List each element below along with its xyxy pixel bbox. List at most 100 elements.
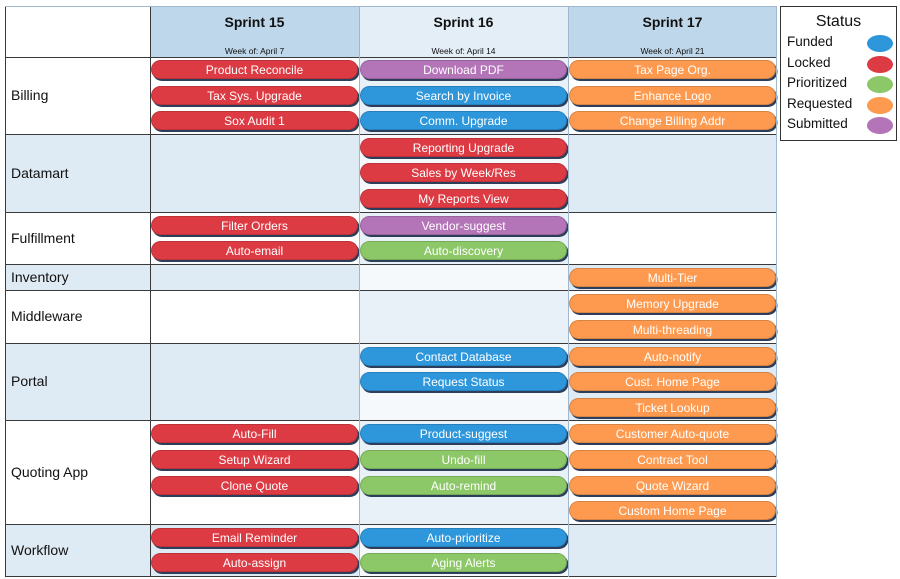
task-pill[interactable]: Customer Auto-quote (569, 424, 776, 444)
legend-label: Prioritized (787, 75, 848, 90)
legend-label: Requested (787, 95, 853, 111)
row-divider (5, 133, 777, 135)
sprint-week: Week of: April 21 (640, 46, 705, 56)
sprint-title: Sprint 15 (224, 14, 285, 30)
task-pill[interactable]: Reporting Upgrade (360, 137, 567, 157)
task-pill[interactable]: Auto-Fill (151, 424, 358, 444)
task-pill[interactable]: Sox Audit 1 (151, 111, 358, 131)
board-cell (150, 291, 359, 344)
task-pill[interactable]: My Reports View (360, 189, 567, 208)
task-pill[interactable]: Auto-assign (151, 553, 358, 573)
sprint-week: Week of: April 7 (224, 46, 285, 56)
legend-item: Requested (787, 96, 893, 114)
task-pill[interactable]: Request Status (360, 372, 567, 392)
task-pill[interactable]: Contract Tool (569, 450, 776, 469)
task-pill[interactable]: Tax Sys. Upgrade (151, 85, 358, 105)
sprint-title: Sprint 17 (642, 14, 703, 30)
task-pill[interactable]: Vendor-suggest (360, 215, 567, 235)
task-pill[interactable]: Undo-fill (360, 450, 567, 469)
legend-swatch (867, 55, 893, 73)
row-divider (5, 263, 777, 265)
task-pill[interactable]: Setup Wizard (151, 450, 358, 469)
board-cell (150, 343, 359, 422)
row-divider (5, 57, 777, 58)
task-pill[interactable]: Enhance Logo (569, 85, 776, 105)
task-pill[interactable]: Tax Page Org. (569, 60, 776, 79)
task-pill[interactable]: Auto-prioritize (360, 527, 567, 547)
board-cell (568, 212, 777, 265)
sprint-header-2: Sprint 16 Week of: April 14 (359, 6, 568, 57)
task-pill[interactable]: Sales by Week/Res (360, 163, 567, 183)
task-pill[interactable]: Comm. Upgrade (360, 111, 567, 131)
board-cell (359, 264, 568, 292)
task-pill[interactable]: Auto-discovery (360, 241, 567, 261)
legend-title: Status (815, 13, 862, 30)
legend-swatch (867, 35, 893, 52)
row-label-cell: Inventory (5, 264, 150, 292)
row-label: Workflow (11, 541, 69, 558)
status-legend: Status Funded Locked Prioritized Requested Su… (780, 6, 897, 141)
legend-label: Locked (787, 54, 831, 70)
task-pill[interactable]: Product Reconcile (151, 60, 358, 79)
task-pill[interactable]: Quote Wizard (569, 475, 776, 495)
row-label: Fulfillment (11, 229, 75, 246)
row-divider (5, 523, 777, 525)
row-divider (5, 420, 777, 422)
task-pill[interactable]: Clone Quote (151, 475, 358, 495)
column-divider (359, 6, 360, 577)
sprint-week: Week of: April 14 (431, 46, 496, 56)
task-pill[interactable]: Memory Upgrade (569, 294, 776, 314)
row-label: Billing (11, 86, 49, 103)
task-pill[interactable]: Multi-Tier (569, 267, 776, 287)
header-label-cell (5, 6, 150, 57)
task-pill[interactable]: Aging Alerts (360, 553, 567, 573)
column-divider (150, 6, 151, 577)
legend-swatch (867, 117, 893, 134)
task-pill[interactable]: Download PDF (360, 60, 567, 79)
row-divider (5, 290, 777, 292)
task-pill[interactable]: Custom Home Page (569, 501, 776, 521)
board-cell (568, 134, 777, 213)
task-pill[interactable]: Email Reminder (151, 527, 358, 547)
row-label: Datamart (11, 164, 69, 181)
column-divider (776, 6, 777, 577)
row-divider (5, 211, 777, 213)
column-divider (568, 6, 569, 577)
row-divider (5, 576, 777, 577)
task-pill[interactable]: Multi-threading (569, 320, 776, 339)
legend-item: Prioritized (787, 75, 893, 93)
legend-swatch (867, 76, 893, 93)
legend-item: Locked (787, 55, 893, 73)
task-pill[interactable]: Change Billing Addr (569, 111, 776, 131)
row-label: Quoting App (11, 464, 89, 481)
legend-item: Funded (787, 34, 893, 52)
row-label: Portal (11, 373, 48, 390)
row-label-cell: Middleware (5, 291, 150, 344)
task-pill[interactable]: Ticket Lookup (569, 397, 776, 417)
row-label: Middleware (11, 308, 83, 325)
task-pill[interactable]: Product-suggest (360, 424, 567, 444)
row-label: Inventory (11, 269, 69, 286)
board-cell (150, 264, 359, 292)
task-pill[interactable]: Search by Invoice (360, 85, 567, 105)
board-cell (150, 134, 359, 213)
task-pill[interactable]: Auto-email (151, 241, 358, 261)
task-pill[interactable]: Filter Orders (151, 215, 358, 235)
sprint-header-3: Sprint 17 Week of: April 21 (568, 6, 777, 57)
task-pill[interactable]: Auto-notify (569, 346, 776, 366)
task-pill[interactable]: Contact Database (360, 346, 567, 366)
row-label-cell: Billing (5, 57, 150, 135)
legend-label: Submitted (787, 116, 848, 131)
legend-swatch (867, 96, 893, 114)
sprint-header-1: Sprint 15 Week of: April 7 (150, 6, 359, 57)
board-cell (568, 524, 777, 577)
task-pill[interactable]: Cust. Home Page (569, 372, 776, 392)
sprint-title: Sprint 16 (433, 14, 494, 30)
row-label-cell: Datamart (5, 134, 150, 213)
row-label-cell: Portal (5, 343, 150, 422)
legend-item: Submitted (787, 116, 893, 134)
top-border (5, 6, 777, 7)
legend-label: Funded (787, 34, 833, 49)
task-pill[interactable]: Auto-remind (360, 475, 567, 495)
